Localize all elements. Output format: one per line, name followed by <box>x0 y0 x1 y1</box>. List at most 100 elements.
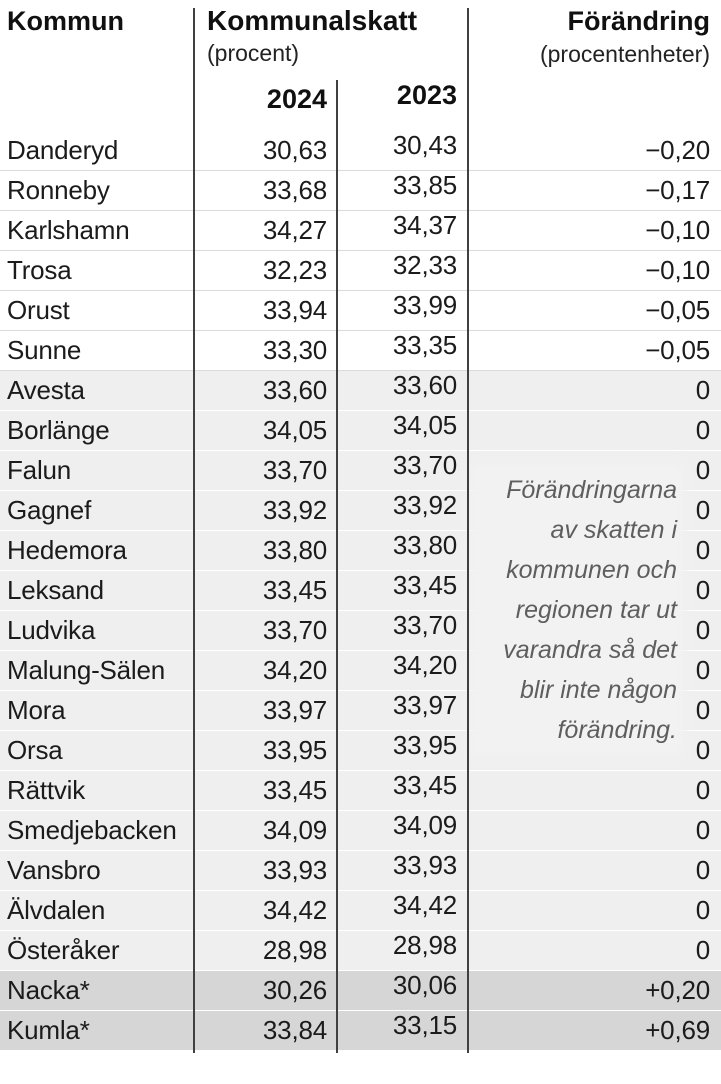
cell-tax-2023: 33,99 <box>392 290 457 320</box>
cell-kommun: Rättvik <box>7 775 86 805</box>
cell-tax-2023: 33,95 <box>392 730 457 760</box>
cell-change: 0 <box>695 695 710 725</box>
cell-change: 0 <box>695 935 710 965</box>
cell-change: −0,17 <box>645 175 710 205</box>
cell-tax-2024: 33,70 <box>262 455 327 485</box>
column-header-procent-unit: (procent) <box>207 40 300 66</box>
cell-tax-2024: 33,45 <box>262 575 327 605</box>
cell-kommun: Österåker <box>7 935 120 965</box>
cell-change: 0 <box>695 855 710 885</box>
table-row: Trosa 32,23 32,33 −0,10 <box>0 250 721 291</box>
cell-tax-2024: 32,23 <box>262 255 327 285</box>
column-header-procentenheter-unit: (procentenheter) <box>539 41 710 67</box>
cell-kommun: Hedemora <box>7 535 127 565</box>
cell-tax-2023: 33,15 <box>392 1010 457 1040</box>
cell-tax-2024: 33,60 <box>262 375 327 405</box>
table-row: Orust 33,94 33,99 −0,05 <box>0 290 721 331</box>
cell-change: 0 <box>695 415 710 445</box>
cell-tax-2024: 33,84 <box>262 1015 327 1045</box>
cell-tax-2023: 34,20 <box>392 650 457 680</box>
table-row: Karlshamn 34,27 34,37 −0,10 <box>0 210 721 251</box>
annotation-no-change-note: Förändringarna av skatten i kommunen och re… <box>477 470 677 750</box>
cell-tax-2024: 33,97 <box>262 695 327 725</box>
cell-tax-2024: 33,94 <box>262 295 327 325</box>
cell-tax-2024: 33,92 <box>262 495 327 525</box>
cell-change: 0 <box>695 455 710 485</box>
cell-tax-2024: 34,42 <box>262 895 327 925</box>
cell-kommun: Gagnef <box>7 495 92 525</box>
annotation-line: regionen tar ut <box>515 596 677 624</box>
column-divider-kommun-tax <box>193 8 195 1053</box>
cell-kommun: Vansbro <box>7 855 101 885</box>
cell-change: 0 <box>695 615 710 645</box>
cell-tax-2024: 34,20 <box>262 655 327 685</box>
cell-kommun: Danderyd <box>7 135 119 165</box>
column-header-forandring: Förändring <box>567 6 711 36</box>
cell-tax-2024: 34,27 <box>262 215 327 245</box>
cell-tax-2024: 34,05 <box>262 415 327 445</box>
table-row: Ronneby 33,68 33,85 −0,17 <box>0 170 721 211</box>
cell-kommun: Smedjebacken <box>7 815 177 845</box>
cell-kommun: Ludvika <box>7 615 96 645</box>
column-divider-2024-2023 <box>336 80 338 1053</box>
cell-kommun: Orust <box>7 295 70 325</box>
cell-change: 0 <box>695 495 710 525</box>
column-header-kommunalskatt: Kommunalskatt <box>207 5 418 36</box>
column-divider-tax-change <box>467 8 469 1053</box>
table-row: Borlänge 34,05 34,05 0 <box>0 410 721 451</box>
cell-tax-2023: 34,05 <box>392 410 457 440</box>
cell-tax-2024: 28,98 <box>262 935 327 965</box>
cell-kommun: Ronneby <box>7 175 110 205</box>
cell-kommun: Nacka* <box>7 975 90 1005</box>
cell-tax-2023: 34,09 <box>392 810 457 840</box>
table-row: Nacka* 30,26 30,06 +0,20 <box>0 970 721 1011</box>
table-row: Danderyd 30,63 30,43 −0,20 <box>0 130 721 171</box>
cell-tax-2023: 33,92 <box>392 490 457 520</box>
cell-tax-2023: 30,43 <box>392 130 457 160</box>
table-body: Danderyd 30,63 30,43 −0,20 Ronneby 33,68 33,85… <box>0 130 721 1051</box>
column-header-kommun: Kommun <box>7 6 124 36</box>
cell-kommun: Trosa <box>7 255 72 285</box>
cell-tax-2023: 33,85 <box>392 170 457 200</box>
cell-tax-2023: 33,35 <box>392 330 457 360</box>
cell-change: −0,05 <box>645 335 710 365</box>
cell-kommun: Malung-Sälen <box>7 655 166 685</box>
column-header-year-2024: 2024 <box>266 84 327 114</box>
table-row: Älvdalen 34,42 34,42 0 <box>0 890 721 931</box>
cell-change: 0 <box>695 735 710 765</box>
table-row: Rättvik 33,45 33,45 0 <box>0 770 721 811</box>
table-row: Österåker 28,98 28,98 0 <box>0 930 721 971</box>
cell-tax-2024: 33,95 <box>262 735 327 765</box>
cell-tax-2024: 30,63 <box>262 135 327 165</box>
cell-tax-2023: 34,37 <box>392 210 457 240</box>
cell-change: −0,20 <box>645 135 710 165</box>
cell-tax-2024: 33,45 <box>262 775 327 805</box>
cell-kommun: Orsa <box>7 735 63 765</box>
cell-kommun: Leksand <box>7 575 104 605</box>
cell-change: −0,10 <box>645 255 710 285</box>
cell-kommun: Älvdalen <box>7 895 106 925</box>
cell-kommun: Falun <box>7 455 72 485</box>
annotation-line: kommunen och <box>506 556 677 584</box>
cell-change: 0 <box>695 535 710 565</box>
cell-tax-2024: 30,26 <box>262 975 327 1005</box>
table-row: Sunne 33,30 33,35 −0,05 <box>0 330 721 371</box>
cell-tax-2024: 33,70 <box>262 615 327 645</box>
annotation-line: förändring. <box>557 716 677 744</box>
cell-tax-2024: 33,93 <box>262 855 327 885</box>
table-row: Vansbro 33,93 33,93 0 <box>0 850 721 891</box>
cell-kommun: Kumla* <box>7 1015 90 1045</box>
annotation-line: varandra så det <box>503 636 677 664</box>
cell-tax-2023: 33,70 <box>392 450 457 480</box>
cell-change: −0,10 <box>645 215 710 245</box>
cell-tax-2024: 34,09 <box>262 815 327 845</box>
cell-tax-2023: 33,70 <box>392 610 457 640</box>
cell-change: 0 <box>695 895 710 925</box>
cell-tax-2023: 33,60 <box>392 370 457 400</box>
cell-tax-2023: 32,33 <box>392 250 457 280</box>
cell-tax-2024: 33,80 <box>262 535 327 565</box>
column-header-year-2023: 2023 <box>396 80 457 110</box>
cell-kommun: Sunne <box>7 335 82 365</box>
cell-kommun: Mora <box>7 695 66 725</box>
